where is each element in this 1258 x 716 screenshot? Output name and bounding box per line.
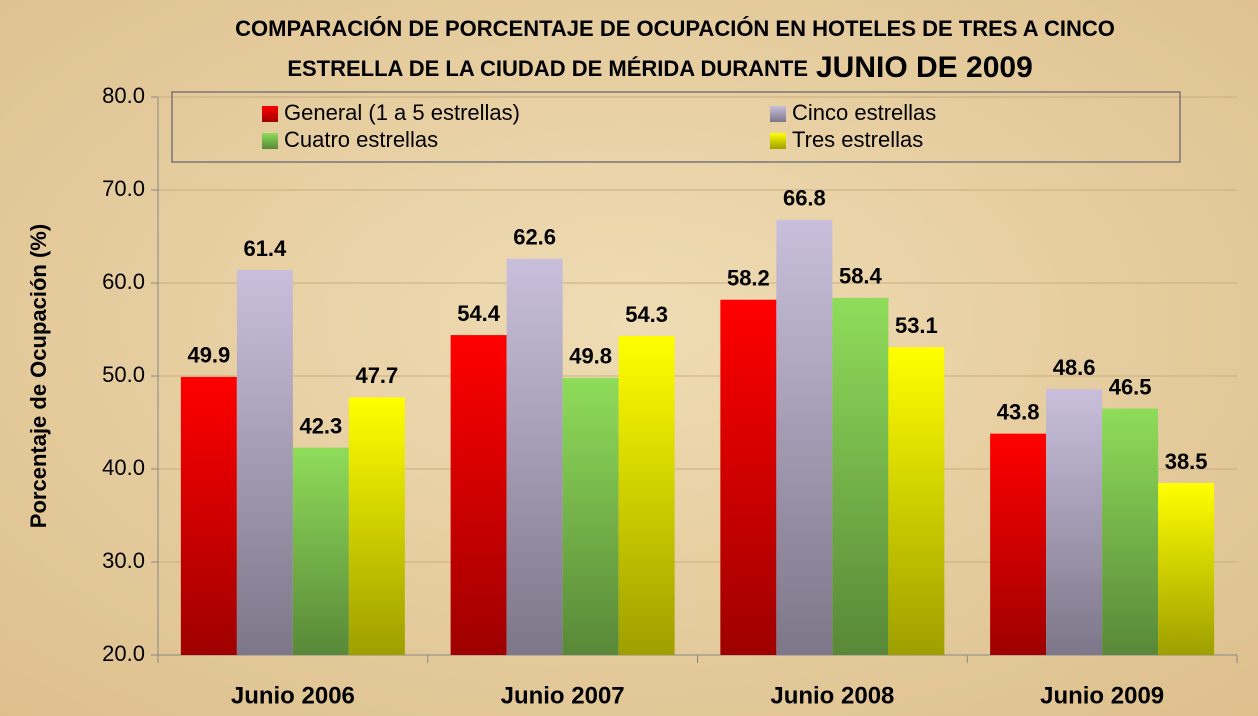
bar-shade xyxy=(562,377,619,655)
bar-shade xyxy=(236,269,293,655)
legend-swatch-shade xyxy=(262,133,278,149)
data-label: 58.2 xyxy=(727,266,770,291)
data-label: 46.5 xyxy=(1109,374,1152,399)
legend-label: Tres estrellas xyxy=(792,127,923,152)
data-label: 49.8 xyxy=(569,344,612,369)
data-label: 54.4 xyxy=(457,301,501,326)
y-tick-label: 40.0 xyxy=(102,455,145,480)
bar-shade xyxy=(506,258,563,655)
bar-shade xyxy=(292,447,349,655)
legend-swatch-shade xyxy=(770,106,786,122)
y-tick-label: 50.0 xyxy=(102,362,145,387)
chart-title: JUNIO DE 2009 xyxy=(816,51,1033,84)
data-label: 61.4 xyxy=(243,236,287,261)
chart-title: COMPARACIÓN DE PORCENTAJE DE OCUPACIÓN E… xyxy=(235,16,1115,41)
x-tick-label: Junio 2009 xyxy=(1040,682,1164,709)
data-label: 66.8 xyxy=(783,186,826,211)
x-tick-label: Junio 2008 xyxy=(770,682,894,709)
legend-box xyxy=(171,91,1181,163)
bar-shade xyxy=(776,219,833,655)
data-label: 49.9 xyxy=(187,343,230,368)
legend-label: Cuatro estrellas xyxy=(284,127,438,152)
bar-shade xyxy=(720,299,777,655)
bar-shade xyxy=(1158,482,1215,655)
bar-shade xyxy=(348,397,405,655)
bar-shade xyxy=(618,336,675,655)
bar-shade xyxy=(1102,408,1159,655)
data-label: 43.8 xyxy=(997,399,1040,424)
y-tick-label: 20.0 xyxy=(102,641,145,666)
bar-shade xyxy=(1046,389,1103,655)
y-axis-label: Porcentaje de Ocupación (%) xyxy=(26,224,51,528)
bar-shade xyxy=(180,376,237,655)
bar-shade xyxy=(990,433,1047,655)
x-tick-label: Junio 2006 xyxy=(231,682,355,709)
chart-title: ESTRELLA DE LA CIUDAD DE MÉRIDA DURANTE xyxy=(287,56,808,81)
data-label: 38.5 xyxy=(1165,449,1208,474)
data-label: 58.4 xyxy=(839,264,883,289)
bar-shade xyxy=(888,347,945,655)
plot-area: 20.0 30.0 40.0 50.0 60.0 70.0 80.0 49.9 61.4 42.3… xyxy=(102,83,1238,666)
y-tick-label: 60.0 xyxy=(102,269,145,294)
y-tick-label: 70.0 xyxy=(102,176,145,201)
bar-shade xyxy=(832,297,889,655)
y-tick-label: 30.0 xyxy=(102,548,145,573)
legend-swatch-shade xyxy=(770,133,786,149)
legend-label: General (1 a 5 estrellas) xyxy=(284,100,520,125)
x-tick-label: Junio 2007 xyxy=(501,682,625,709)
y-tick-label: 80.0 xyxy=(102,83,145,108)
legend-swatch-shade xyxy=(262,106,278,122)
data-label: 47.7 xyxy=(355,363,398,388)
data-label: 54.3 xyxy=(625,302,668,327)
legend-label: Cinco estrellas xyxy=(792,100,936,125)
bar-shade xyxy=(450,335,507,655)
data-label: 42.3 xyxy=(299,413,342,438)
data-label: 62.6 xyxy=(513,225,556,250)
data-label: 53.1 xyxy=(895,313,938,338)
data-label: 48.6 xyxy=(1053,355,1096,380)
